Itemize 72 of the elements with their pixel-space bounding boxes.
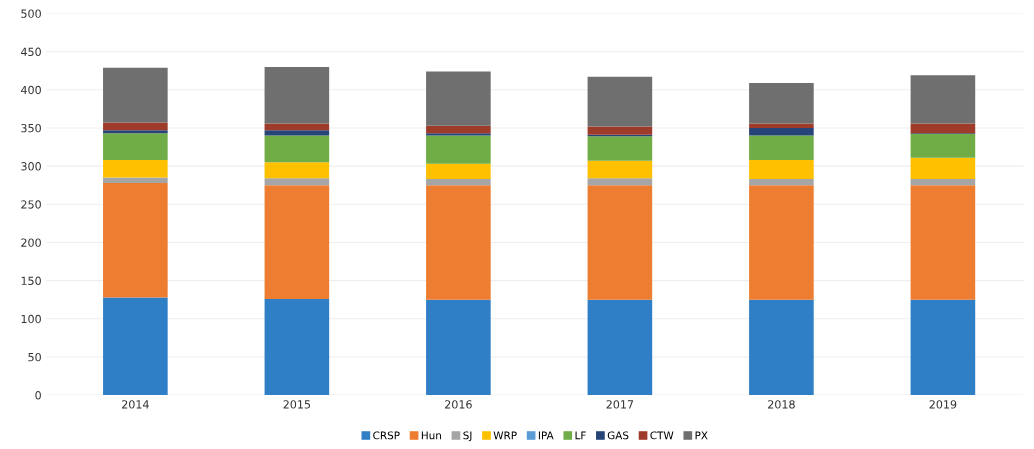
x-tick-label: 2019 xyxy=(929,400,957,409)
bar xyxy=(264,298,330,396)
bar xyxy=(103,182,168,298)
bar xyxy=(587,178,653,186)
bar xyxy=(103,177,168,183)
legend-label: CRSP xyxy=(373,431,400,440)
bar xyxy=(264,130,330,136)
bar xyxy=(910,299,976,396)
bar xyxy=(426,135,491,164)
bar xyxy=(426,71,491,126)
legend-label: IPA xyxy=(538,431,554,440)
bar xyxy=(749,82,814,124)
legend-label: WRP xyxy=(493,431,517,440)
bar xyxy=(103,160,168,178)
bar xyxy=(264,185,330,299)
bar xyxy=(587,299,653,396)
bar xyxy=(103,297,168,396)
bar xyxy=(749,135,814,161)
bar xyxy=(910,134,976,158)
x-tick-label: 2017 xyxy=(606,400,634,409)
y-tick-label: 250 xyxy=(21,200,41,209)
x-tick-label: 2015 xyxy=(283,400,311,409)
bar xyxy=(264,135,330,163)
bar xyxy=(587,126,653,135)
y-tick-label: 450 xyxy=(21,47,41,57)
bar xyxy=(587,185,653,300)
legend-label: SJ xyxy=(463,431,472,442)
bar xyxy=(587,76,653,127)
legend-label: PX xyxy=(695,431,708,440)
bar xyxy=(426,185,491,300)
bar xyxy=(749,185,814,300)
y-tick-label: 0 xyxy=(35,391,41,400)
y-tick-label: 50 xyxy=(28,352,41,362)
bar xyxy=(264,178,330,186)
y-tick-label: 100 xyxy=(21,314,41,324)
y-tick-label: 150 xyxy=(21,276,41,285)
x-tick-label: 2018 xyxy=(768,400,795,409)
bar xyxy=(426,179,491,186)
bar xyxy=(103,67,168,123)
legend-label: CTW xyxy=(650,431,674,440)
bar xyxy=(910,185,976,300)
bar xyxy=(910,123,976,134)
y-tick-label: 400 xyxy=(21,85,41,95)
bar xyxy=(910,75,976,124)
bar xyxy=(426,125,491,134)
bar xyxy=(264,162,330,179)
bar xyxy=(103,122,168,131)
bar xyxy=(749,123,814,128)
y-tick-label: 200 xyxy=(21,238,41,247)
legend-label: Hun xyxy=(421,431,441,440)
legend-label: GAS xyxy=(607,431,629,440)
y-tick-label: 350 xyxy=(21,123,41,133)
legend-label: LF xyxy=(575,431,586,440)
y-tick-label: 500 xyxy=(21,9,41,18)
bar xyxy=(749,160,814,180)
bar xyxy=(749,179,814,186)
bar xyxy=(426,299,491,396)
bar xyxy=(103,133,168,161)
bar xyxy=(426,133,491,136)
bar xyxy=(587,136,653,161)
bar xyxy=(264,123,330,131)
bar xyxy=(264,66,330,124)
bar xyxy=(103,130,168,134)
x-tick-label: 2014 xyxy=(122,400,149,409)
bar xyxy=(910,179,976,186)
bar xyxy=(749,299,814,396)
y-tick-label: 300 xyxy=(21,162,41,171)
bar xyxy=(910,157,976,180)
bar xyxy=(749,127,814,136)
x-tick-label: 2016 xyxy=(445,400,472,409)
bar xyxy=(587,160,653,179)
bar xyxy=(426,163,491,180)
